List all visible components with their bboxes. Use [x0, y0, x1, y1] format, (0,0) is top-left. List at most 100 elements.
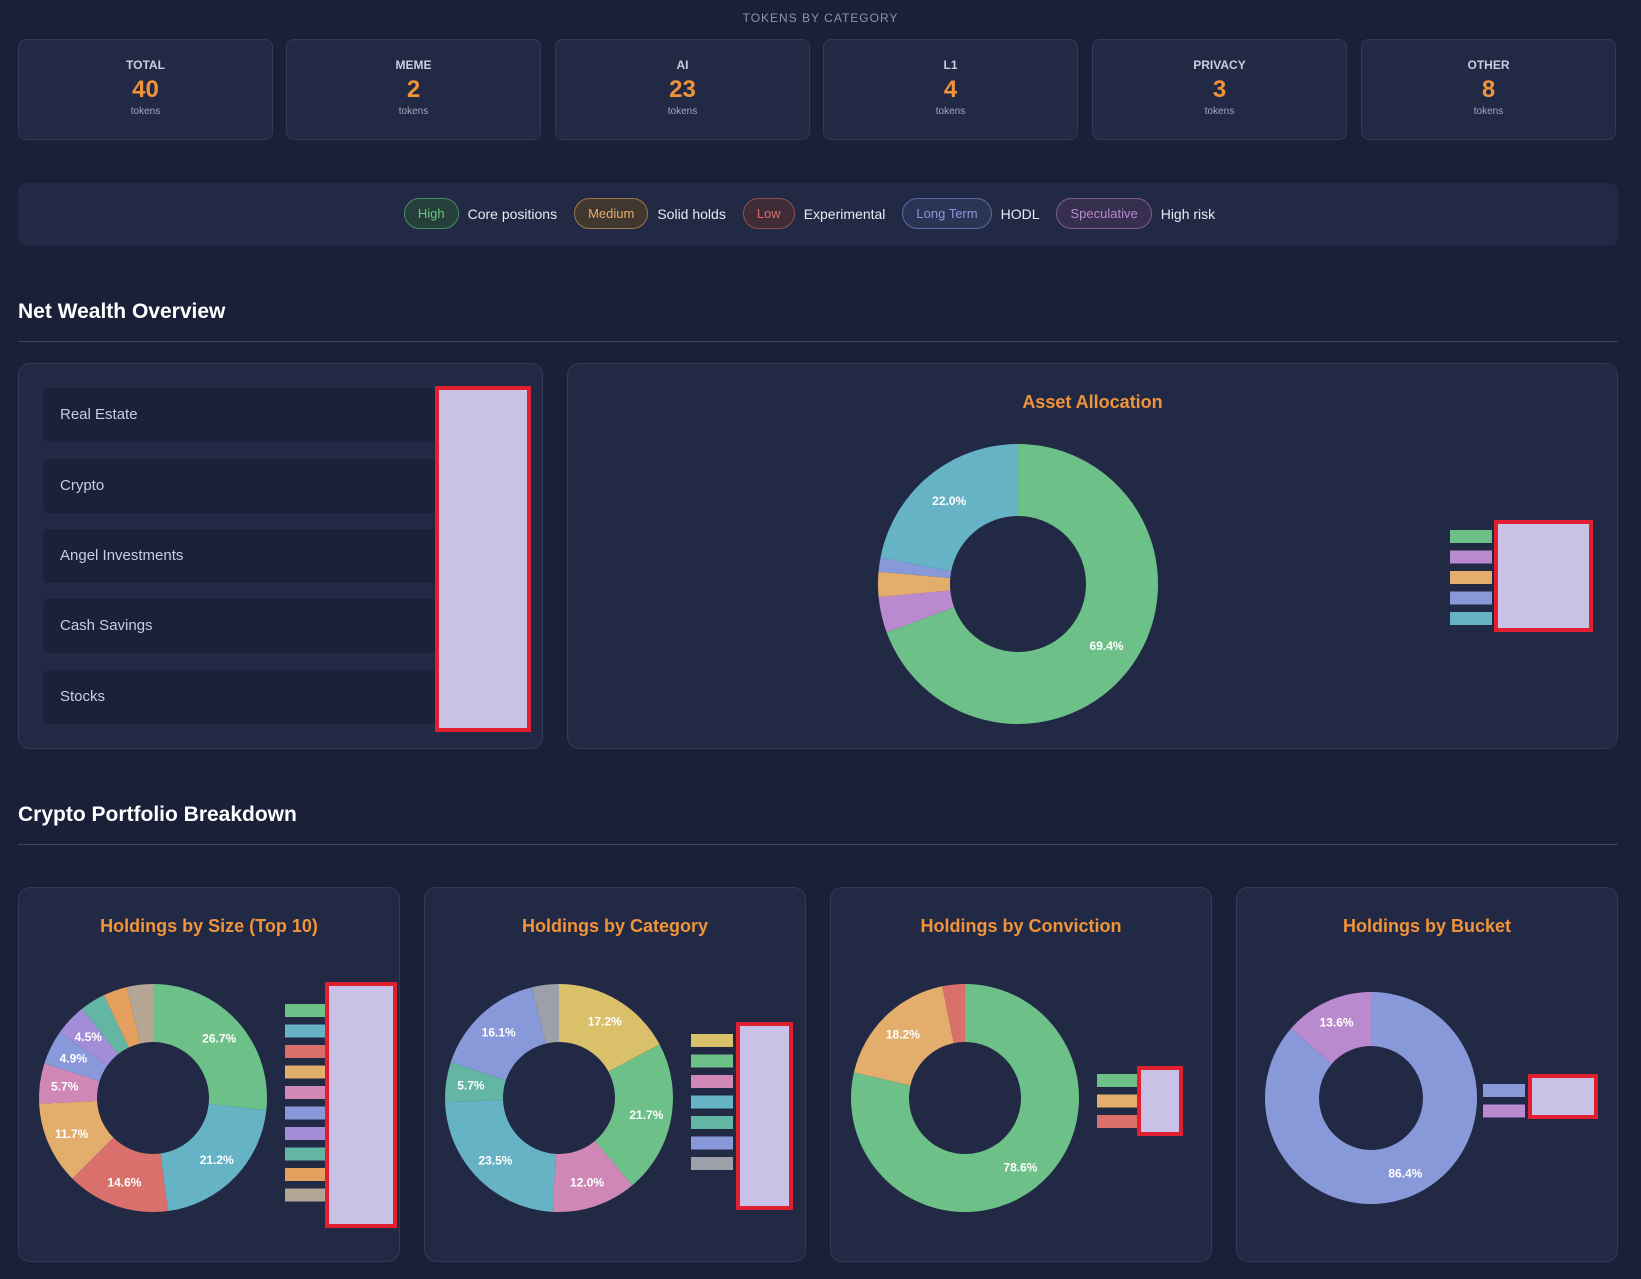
pie-slice[interactable] — [552, 1140, 633, 1212]
pie-slice[interactable] — [1265, 992, 1477, 1204]
stat-value: 3 — [1212, 76, 1227, 103]
pie-slice[interactable] — [851, 984, 1079, 1212]
slice-label: 26.7% — [202, 1032, 236, 1046]
chart-title: Holdings by Size (Top 10) — [100, 916, 318, 936]
stat-value: 40 — [132, 76, 159, 103]
pill-high: High — [403, 198, 459, 229]
pie-slice[interactable] — [878, 590, 955, 633]
pie-slice[interactable] — [445, 1100, 556, 1212]
pie-slice[interactable] — [853, 986, 954, 1086]
legend-swatch[interactable] — [1450, 530, 1492, 543]
legend-swatch[interactable] — [285, 1024, 327, 1038]
pie-slice[interactable] — [82, 995, 129, 1055]
redacted-values — [435, 386, 531, 732]
pie-slice[interactable] — [450, 987, 546, 1081]
pie-slice[interactable] — [1291, 992, 1371, 1064]
pie-slice[interactable] — [559, 984, 660, 1072]
holdings-category-panel: Holdings by Category 17.2% 21.7% 12.0% 23.5… — [424, 887, 806, 1262]
legend-swatch[interactable] — [285, 1127, 327, 1140]
slice-label: 17.2% — [588, 1015, 622, 1029]
wealth-label: Angel Investments — [60, 547, 184, 564]
chart-title: Asset Allocation — [1022, 392, 1163, 412]
legend-swatch[interactable] — [1450, 550, 1492, 564]
stat-title: MEME — [395, 58, 432, 72]
pie-slice[interactable] — [160, 1103, 267, 1212]
legend-swatch[interactable] — [691, 1157, 733, 1170]
wealth-row-stocks[interactable]: Stocks — [43, 670, 438, 724]
redacted-legend — [1494, 520, 1593, 632]
section-divider — [18, 341, 1618, 342]
pie-slice[interactable] — [532, 984, 559, 1044]
pie-slice[interactable] — [880, 444, 1018, 572]
legend-swatch[interactable] — [285, 1086, 327, 1099]
pill-desc: Experimental — [803, 205, 886, 222]
legend-swatch[interactable] — [1483, 1104, 1525, 1118]
legend-swatch[interactable] — [285, 1168, 327, 1181]
slice-label: 14.6% — [107, 1175, 141, 1189]
pie-slice[interactable] — [594, 1044, 673, 1186]
slice-label: 5.7% — [51, 1080, 79, 1094]
legend-swatch[interactable] — [1450, 571, 1492, 584]
wealth-row-cash[interactable]: Cash Savings — [43, 599, 438, 653]
wealth-label: Crypto — [60, 477, 105, 494]
legend-swatch[interactable] — [691, 1095, 733, 1109]
slice-label: 13.6% — [1320, 1015, 1354, 1029]
pie-slice[interactable] — [878, 571, 951, 598]
pie-slice[interactable] — [942, 984, 965, 1044]
legend-swatch[interactable] — [1097, 1094, 1139, 1108]
crypto-heading: Crypto Portfolio Breakdown — [18, 803, 297, 826]
slice-label: 18.2% — [886, 1027, 920, 1041]
stat-title: AI — [676, 58, 689, 72]
pie-slice[interactable] — [103, 987, 141, 1048]
legend-swatch[interactable] — [1097, 1074, 1139, 1087]
legend-swatch[interactable] — [285, 1004, 327, 1017]
slice-label: 21.7% — [629, 1108, 663, 1122]
tokens-by-category-label: TOKENS BY CATEGORY — [742, 11, 899, 25]
section-divider — [18, 844, 1618, 845]
wealth-list-panel: Real Estate Crypto Angel Investments Cas… — [18, 363, 543, 749]
stat-card-ai: AI 23 tokens — [555, 39, 810, 140]
stat-unit: tokens — [667, 106, 698, 117]
legend-swatch[interactable] — [1450, 612, 1492, 625]
pie-slice[interactable] — [886, 444, 1158, 724]
legend-swatch[interactable] — [691, 1075, 733, 1088]
legend-swatch[interactable] — [691, 1054, 733, 1068]
slice-label: 69.4% — [1090, 639, 1124, 653]
stat-value: 8 — [1481, 76, 1496, 103]
legend-swatch[interactable] — [285, 1045, 327, 1058]
chart-title: Holdings by Conviction — [920, 916, 1122, 936]
pie-slice[interactable] — [445, 1062, 506, 1103]
pie-slice[interactable] — [39, 1100, 114, 1179]
legend-swatch[interactable] — [691, 1034, 733, 1047]
legend-swatch[interactable] — [691, 1136, 733, 1150]
wealth-row-angel[interactable]: Angel Investments — [43, 529, 438, 583]
pie-slice[interactable] — [153, 984, 267, 1111]
pie-slice[interactable] — [878, 557, 952, 579]
redacted-legend — [736, 1022, 793, 1210]
slice-label: 86.4% — [1388, 1167, 1422, 1181]
wealth-row-crypto[interactable]: Crypto — [43, 459, 438, 513]
slice-label: 22.0% — [932, 494, 966, 508]
pie-slice[interactable] — [39, 1063, 100, 1104]
pie-slice[interactable] — [72, 1137, 168, 1212]
legend-swatch[interactable] — [285, 1147, 327, 1161]
legend-swatch[interactable] — [1483, 1084, 1525, 1097]
pill-desc: High risk — [1160, 205, 1216, 222]
pie-slice[interactable] — [126, 984, 153, 1044]
legend-swatch[interactable] — [285, 1065, 327, 1079]
legend-swatch[interactable] — [691, 1116, 733, 1129]
pill-medium: Medium — [574, 198, 649, 229]
legend-swatch[interactable] — [1097, 1115, 1139, 1128]
pie-slice[interactable] — [44, 1032, 108, 1082]
slice-label: 11.7% — [55, 1127, 89, 1141]
legend-swatch[interactable] — [285, 1188, 327, 1202]
pill-desc: HODL — [1000, 205, 1040, 222]
legend-swatch[interactable] — [1450, 591, 1492, 605]
stat-title: TOTAL — [126, 58, 165, 72]
stat-card-other: OTHER 8 tokens — [1361, 39, 1616, 140]
chart-title: Holdings by Bucket — [1342, 916, 1512, 936]
pie-slice[interactable] — [59, 1008, 119, 1066]
slice-label: 12.0% — [570, 1175, 604, 1189]
legend-swatch[interactable] — [285, 1106, 327, 1120]
wealth-row-real-estate[interactable]: Real Estate — [43, 388, 438, 442]
